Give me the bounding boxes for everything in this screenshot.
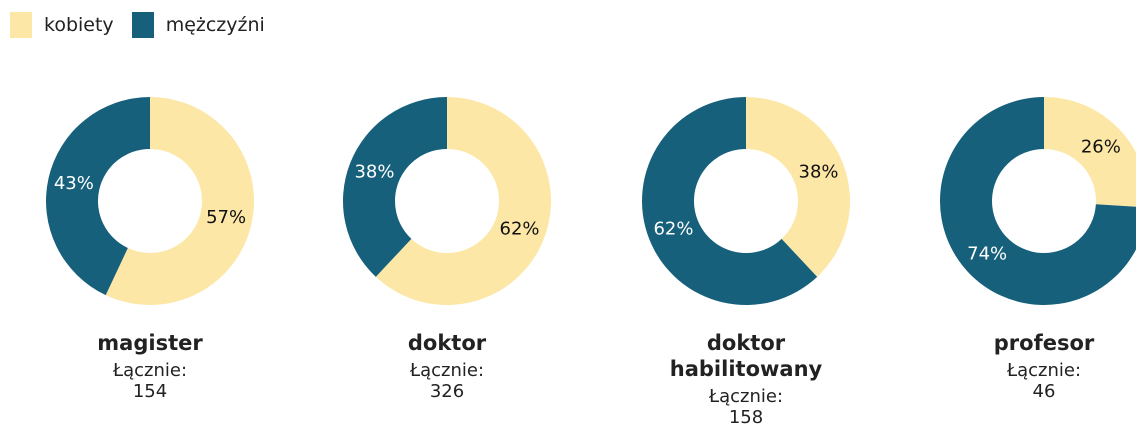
charts: 57% 43% 62% 38% 38% 62% 26% 74% [45,97,1136,305]
donut-slice [375,97,551,305]
chart-caption: doktor Łącznie: 326 [357,330,537,402]
slice-label: 26% [1081,137,1121,158]
legend: kobiety mężczyźni [10,12,283,38]
chart-title: doktor [407,331,487,355]
slice-label: 43% [54,173,94,194]
slice-label: 38% [354,161,394,182]
chart-title: magister [97,331,203,355]
total-label: Łącznie: [708,386,784,407]
total-value: 326 [429,381,465,402]
total-value: 46 [1032,381,1056,402]
total-label: Łącznie: [409,360,485,381]
total-label: Łącznie: [112,360,188,381]
legend-label: mężczyźni [165,14,265,36]
total-label: Łącznie: [1006,360,1082,381]
donut-slice [1044,97,1136,207]
chart-caption: profesor Łącznie: 46 [954,330,1134,402]
chart-caption: doktor habilitowany Łącznie: 158 [656,330,836,428]
legend-swatch [131,12,154,38]
slice-label: 57% [206,207,246,228]
donut-slice [342,97,447,277]
slice-label: 62% [500,219,540,240]
legend-label: kobiety [44,14,114,36]
legend-item: kobiety [10,12,114,38]
legend-swatch [10,12,32,38]
legend-item: mężczyźni [131,12,265,38]
donut-slice [641,97,818,305]
donut-slice [45,97,150,296]
donut-slice [746,97,850,277]
slice-label: 38% [799,161,839,182]
slice-label: 62% [653,219,693,240]
chart-title: profesor [993,331,1095,355]
donut-slice [105,97,254,305]
total-value: 158 [728,407,764,428]
total-value: 154 [132,381,168,402]
chart-title: doktor habilitowany [669,331,823,381]
donut-slice [940,97,1136,305]
slice-label: 74% [967,243,1007,264]
chart-caption: magister Łącznie: 154 [60,330,240,402]
